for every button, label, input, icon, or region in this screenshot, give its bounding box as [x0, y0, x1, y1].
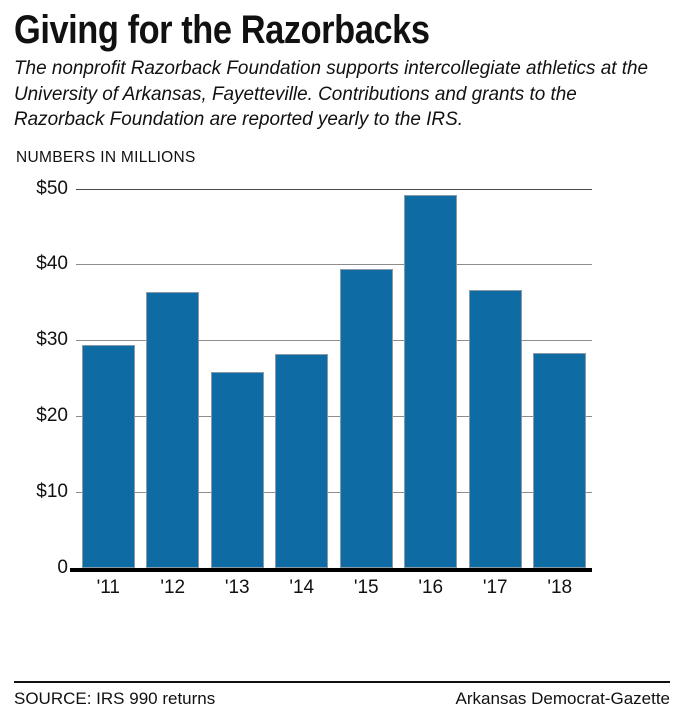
bar-12 — [146, 291, 200, 568]
bar-11 — [81, 345, 135, 568]
chart-units-label: NUMBERS IN MILLIONS — [16, 148, 196, 166]
gridline-20 — [76, 415, 592, 417]
gridline-10 — [76, 491, 592, 493]
x-tick-label: '11 — [96, 576, 120, 598]
footer: SOURCE: IRS 990 returns Arkansas Democra… — [14, 689, 670, 709]
x-tick-label: '13 — [224, 576, 250, 598]
publication-credit: Arkansas Democrat-Gazette — [455, 689, 670, 708]
source-note: SOURCE: IRS 990 returns — [14, 689, 216, 708]
deck-text: The nonprofit Razorback Foundation suppo… — [14, 57, 649, 130]
bar-18 — [533, 353, 587, 568]
bar-17 — [468, 290, 522, 568]
y-tick-label: $50 — [36, 177, 68, 199]
bar-16 — [404, 194, 458, 568]
gridline-50 — [76, 188, 592, 190]
bar-14 — [275, 353, 329, 568]
bar-15 — [339, 268, 393, 568]
footer-divider — [14, 681, 670, 683]
x-axis-line — [70, 567, 592, 572]
infographic-page: Giving for the Razorbacks The nonprofit … — [0, 8, 684, 723]
bar-13 — [210, 371, 264, 568]
gridline-30 — [76, 340, 592, 342]
x-tick-label: '18 — [547, 576, 573, 598]
y-tick-label: $20 — [36, 404, 68, 426]
x-tick-label: '14 — [289, 576, 315, 598]
x-tick-label: '12 — [160, 576, 186, 598]
y-axis-labels: 0 $10 $20 $30 $40 $50 — [14, 178, 68, 578]
bar-chart: 0 $10 $20 $30 $40 $50 '11 '12 '13 '14 '15 '16 '17 '1… — [14, 173, 670, 603]
y-tick-label: $40 — [36, 253, 68, 275]
page-title: Giving for the Razorbacks — [14, 8, 430, 52]
x-tick-label: '15 — [353, 576, 379, 598]
y-tick-label: 0 — [57, 556, 68, 578]
chart-plot-area — [76, 188, 592, 568]
x-tick-label: '17 — [482, 576, 508, 598]
chart-bars — [76, 189, 592, 568]
y-tick-label: $30 — [36, 329, 68, 351]
x-tick-label: '16 — [418, 576, 444, 598]
gridline-40 — [76, 264, 592, 266]
x-axis-labels: '11 '12 '13 '14 '15 '16 '17 '18 — [76, 577, 592, 607]
y-tick-label: $10 — [36, 480, 68, 502]
